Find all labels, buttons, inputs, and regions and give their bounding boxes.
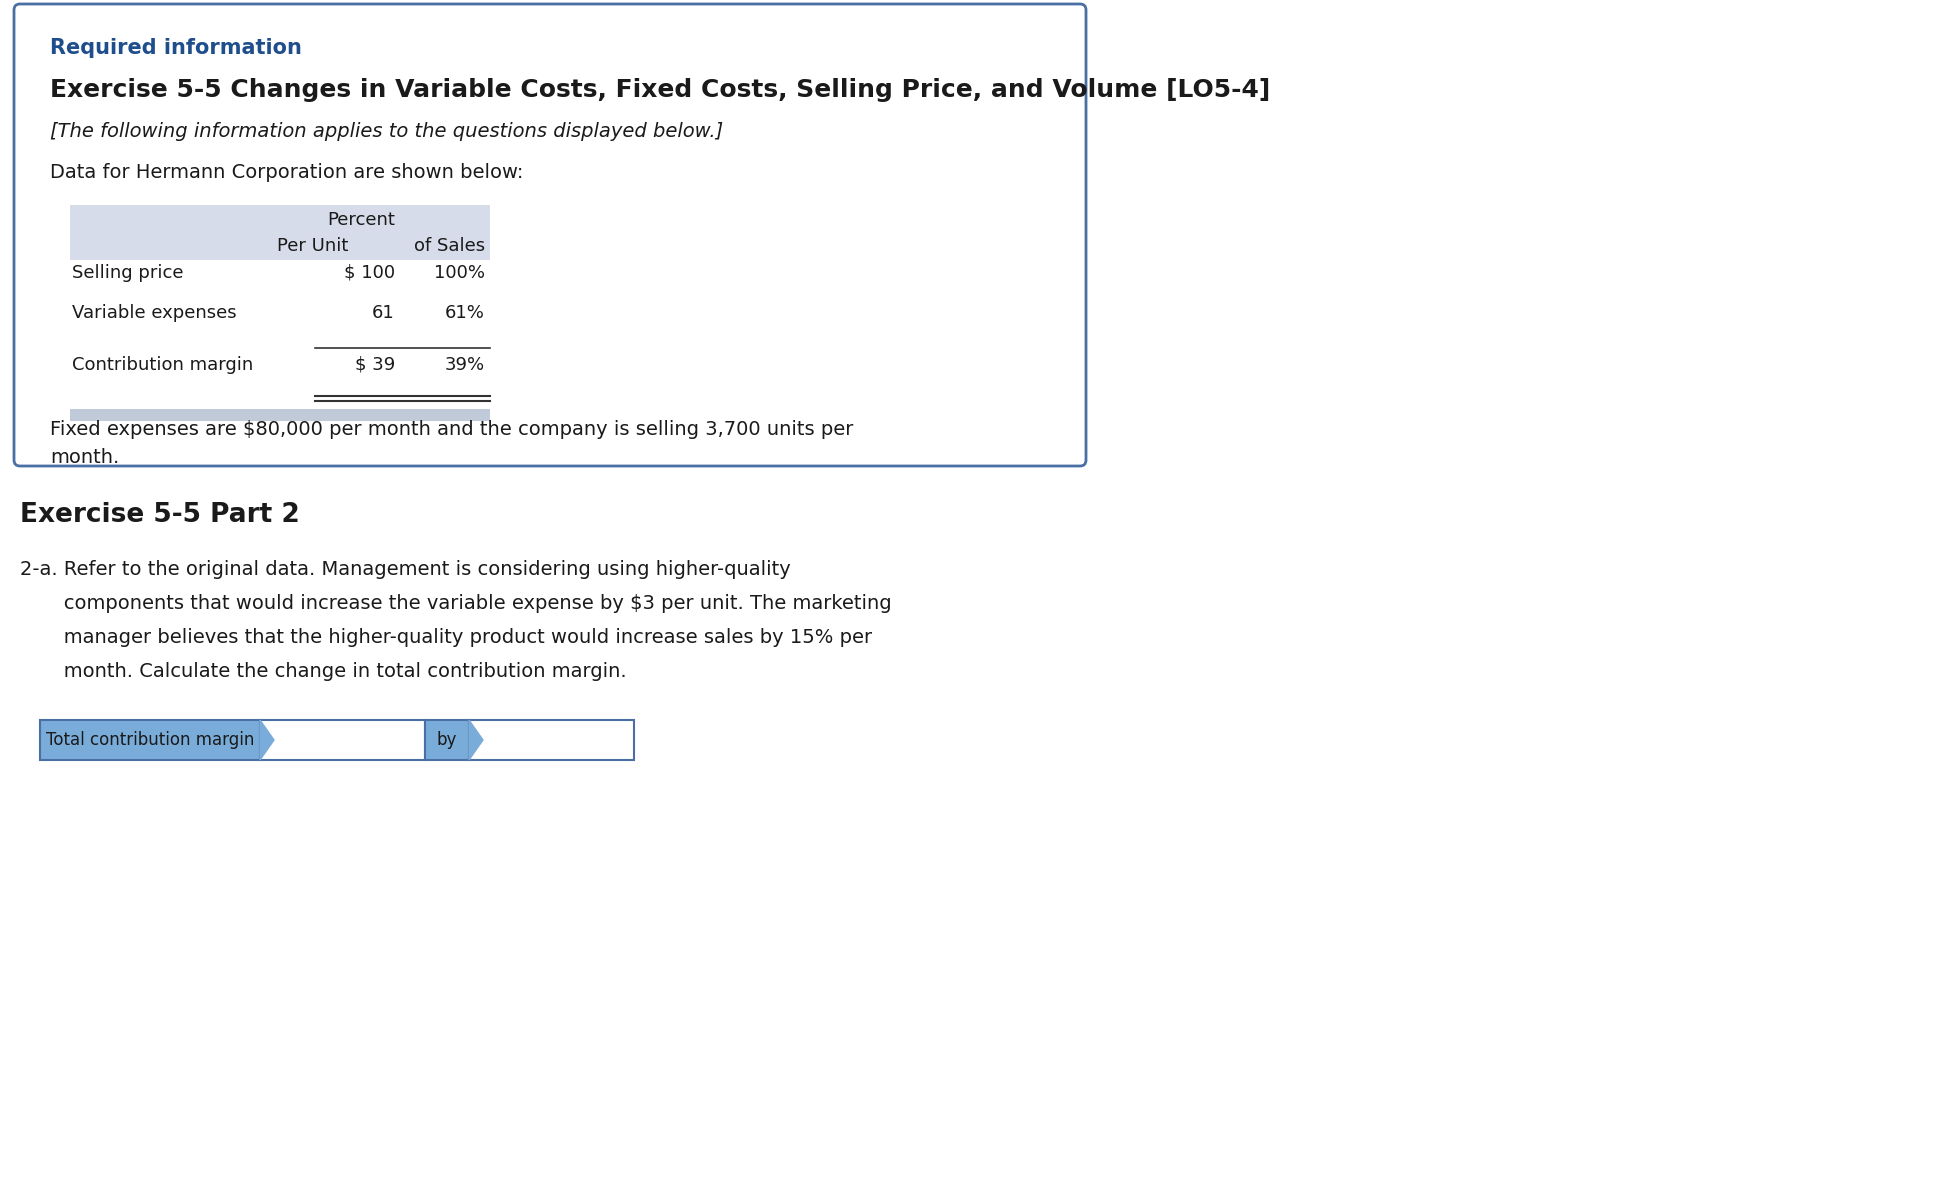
Text: 61%: 61% bbox=[444, 304, 485, 322]
Text: Required information: Required information bbox=[50, 38, 302, 59]
Text: $ 100: $ 100 bbox=[343, 264, 396, 282]
Text: manager believes that the higher-quality product would increase sales by 15% per: manager believes that the higher-quality… bbox=[19, 628, 873, 647]
Text: Fixed expenses are $80,000 per month and the company is selling 3,700 units per: Fixed expenses are $80,000 per month and… bbox=[50, 420, 853, 439]
Text: 100%: 100% bbox=[434, 264, 485, 282]
Bar bbox=[70, 410, 491, 421]
Bar bbox=[41, 720, 260, 761]
Text: by: by bbox=[436, 731, 458, 749]
Text: [The following information applies to the questions displayed below.]: [The following information applies to th… bbox=[50, 122, 723, 141]
Text: 2-a. Refer to the original data. Management is considering using higher-quality: 2-a. Refer to the original data. Managem… bbox=[19, 560, 791, 579]
Text: Exercise 5-5 Changes in Variable Costs, Fixed Costs, Selling Price, and Volume [: Exercise 5-5 Changes in Variable Costs, … bbox=[50, 78, 1270, 101]
Text: $ 39: $ 39 bbox=[355, 356, 396, 374]
Text: Variable expenses: Variable expenses bbox=[72, 304, 237, 322]
Text: 61: 61 bbox=[372, 304, 396, 322]
Text: components that would increase the variable expense by $3 per unit. The marketin: components that would increase the varia… bbox=[19, 593, 892, 613]
Text: Percent: Percent bbox=[328, 211, 396, 229]
Text: 39%: 39% bbox=[444, 356, 485, 374]
Polygon shape bbox=[260, 720, 273, 761]
Bar bbox=[425, 720, 469, 761]
Text: Total contribution margin: Total contribution margin bbox=[47, 731, 254, 749]
Text: Exercise 5-5 Part 2: Exercise 5-5 Part 2 bbox=[19, 501, 301, 528]
Text: Data for Hermann Corporation are shown below:: Data for Hermann Corporation are shown b… bbox=[50, 164, 524, 181]
Bar bbox=[70, 205, 491, 260]
Text: Per Unit: Per Unit bbox=[277, 236, 347, 256]
Text: month. Calculate the change in total contribution margin.: month. Calculate the change in total con… bbox=[19, 661, 626, 681]
Text: Contribution margin: Contribution margin bbox=[72, 356, 254, 374]
Text: of Sales: of Sales bbox=[413, 236, 485, 256]
Text: month.: month. bbox=[50, 448, 118, 467]
Bar bbox=[260, 720, 425, 761]
Bar bbox=[469, 720, 634, 761]
Text: Selling price: Selling price bbox=[72, 264, 184, 282]
Polygon shape bbox=[469, 720, 483, 761]
FancyBboxPatch shape bbox=[14, 4, 1086, 466]
